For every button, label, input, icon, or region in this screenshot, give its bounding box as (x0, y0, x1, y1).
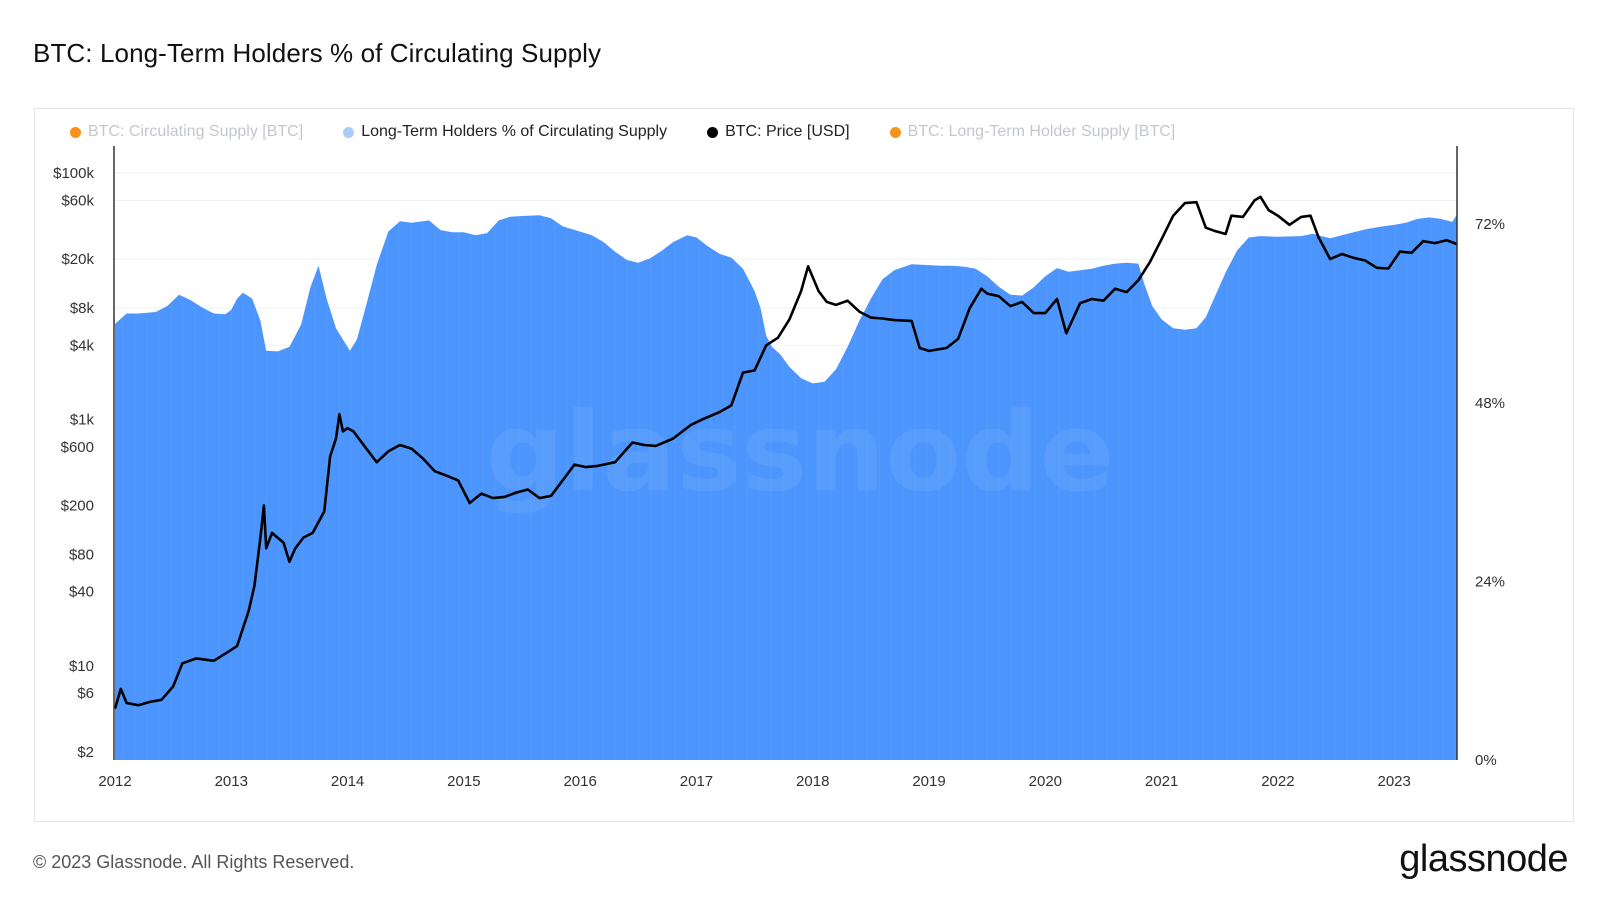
left-tick-label: $600 (61, 439, 94, 456)
left-tick-label: $200 (61, 498, 94, 515)
x-tick-label: 2021 (1145, 773, 1178, 790)
btc-price-line-layer (113, 195, 1458, 709)
x-tick-label: 2022 (1261, 773, 1294, 790)
brand-logo[interactable]: glassnode (1399, 838, 1568, 880)
chart-plot-area: glassnode $100k $60k $20k $8k $4k $1k $600 $200… (53, 146, 1505, 790)
right-tick-label: 0% (1475, 752, 1497, 769)
x-tick-label: 2014 (331, 773, 364, 790)
legend-label: BTC: Price [USD] (725, 123, 850, 140)
left-tick-label: $4k (70, 337, 95, 354)
left-tick-label: $60k (61, 192, 94, 209)
left-tick-label: $10 (69, 658, 94, 675)
legend-dot-icon (70, 126, 81, 138)
right-tick-label: 72% (1475, 216, 1505, 233)
x-tick-label: 2012 (98, 773, 131, 790)
left-axis-ticks: $100k $60k $20k $8k $4k $1k $600 $200 $80 $40 $10 $… (53, 165, 94, 761)
x-tick-label: 2023 (1378, 773, 1411, 790)
lth-percent-area (115, 214, 1457, 760)
legend-dot-icon (889, 126, 901, 138)
x-tick-label: 2017 (680, 773, 713, 790)
axes (113, 146, 1458, 760)
x-tick-label: 2016 (563, 773, 596, 790)
left-tick-label: $2 (77, 744, 94, 761)
legend-label: BTC: Long-Term Holder Supply [BTC] (907, 123, 1176, 140)
right-axis-ticks: 72% 48% 24% 0% (1475, 216, 1505, 769)
x-tick-label: 2020 (1029, 773, 1062, 790)
x-tick-label: 2013 (215, 773, 248, 790)
left-tick-label: $40 (69, 584, 94, 601)
right-tick-label: 48% (1475, 395, 1505, 412)
legend-dot-icon (707, 126, 719, 138)
left-tick-label: $100k (53, 165, 94, 182)
left-tick-label: $20k (61, 251, 94, 268)
legend-item-lth-supply[interactable]: BTC: Long-Term Holder Supply [BTC] (889, 123, 1176, 141)
left-tick-label: $1k (70, 411, 95, 428)
legend: BTC: Circulating Supply [BTC] Long-Term … (70, 123, 1215, 141)
watermark: glassnode (486, 388, 1115, 516)
left-tick-label: $8k (70, 300, 95, 317)
legend-label: BTC: Circulating Supply [BTC] (88, 123, 304, 140)
legend-item-lth-percent[interactable]: Long-Term Holders % of Circulating Suppl… (343, 123, 667, 141)
btc-price-line (113, 195, 1458, 709)
x-tick-label: 2019 (912, 773, 945, 790)
x-axis-ticks: 2012 2013 2014 2015 2016 2017 2018 2019 2020 2021… (98, 773, 1411, 790)
left-tick-label: $6 (77, 685, 94, 702)
footer-copyright: © 2023 Glassnode. All Rights Reserved. (33, 852, 355, 872)
legend-item-circulating-supply[interactable]: BTC: Circulating Supply [BTC] (70, 123, 303, 141)
legend-label: Long-Term Holders % of Circulating Suppl… (361, 123, 668, 140)
left-tick-label: $80 (69, 547, 94, 564)
right-tick-label: 24% (1475, 573, 1505, 590)
legend-dot-icon (343, 126, 355, 138)
chart-title: BTC: Long-Term Holders % of Circulating … (33, 38, 602, 68)
legend-item-btc-price[interactable]: BTC: Price [USD] (707, 123, 850, 141)
x-tick-label: 2015 (447, 773, 480, 790)
x-tick-label: 2018 (796, 773, 829, 790)
